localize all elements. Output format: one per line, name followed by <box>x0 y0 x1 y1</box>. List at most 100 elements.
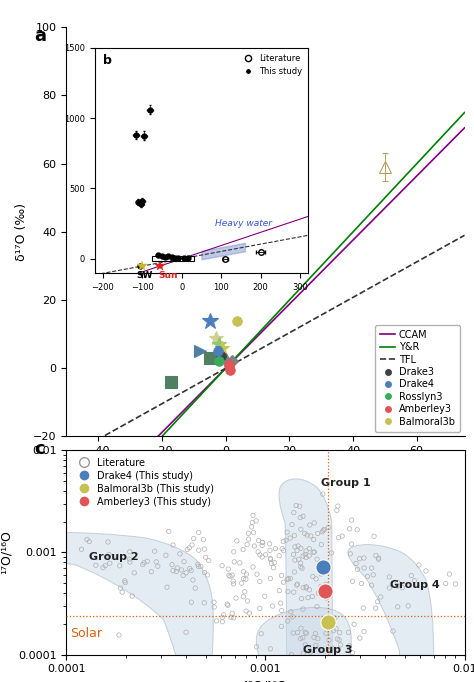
Point <box>154 561 162 572</box>
Point <box>205 555 212 566</box>
Point <box>220 609 228 620</box>
Point <box>301 528 309 539</box>
Point <box>168 559 176 570</box>
Point <box>346 548 354 559</box>
Point <box>280 536 287 547</box>
Point <box>85 536 93 547</box>
Point <box>354 564 361 575</box>
Point <box>394 577 401 588</box>
Point <box>284 616 292 627</box>
Point <box>246 608 253 619</box>
Point <box>298 563 306 574</box>
Point <box>310 632 318 643</box>
Point <box>230 546 237 557</box>
Point <box>372 550 380 561</box>
Point <box>319 527 326 537</box>
Point <box>188 539 196 550</box>
Point <box>394 580 401 591</box>
Point <box>105 549 113 560</box>
Point <box>302 546 310 557</box>
Point <box>147 566 155 577</box>
Point <box>232 593 240 604</box>
Text: Heavy water: Heavy water <box>215 220 272 228</box>
Point <box>297 558 304 569</box>
Point <box>197 561 205 572</box>
Point <box>322 579 330 590</box>
Point <box>291 542 299 552</box>
Point <box>240 573 247 584</box>
Point <box>321 563 328 574</box>
Point <box>335 532 342 543</box>
Point <box>307 531 315 542</box>
Point <box>334 501 342 512</box>
Point <box>294 579 301 590</box>
Point <box>313 554 321 565</box>
Point <box>178 565 185 576</box>
Point <box>399 582 406 593</box>
Point <box>165 526 173 537</box>
Point <box>151 546 158 557</box>
Point <box>299 604 307 614</box>
Point <box>201 544 208 554</box>
Point <box>249 561 257 572</box>
Point <box>169 565 177 576</box>
Point <box>304 592 312 603</box>
Point <box>334 634 341 644</box>
Point <box>415 559 423 570</box>
Point <box>190 533 198 544</box>
Point <box>252 516 260 527</box>
Point <box>364 571 371 582</box>
Point <box>245 528 252 539</box>
Point <box>298 593 305 604</box>
Point <box>225 563 232 574</box>
Point <box>302 581 310 592</box>
Point <box>266 643 274 654</box>
Point <box>332 623 340 634</box>
Point <box>195 561 202 572</box>
Point <box>188 597 195 608</box>
Point <box>352 558 360 569</box>
Point <box>191 582 199 593</box>
Point <box>318 569 325 580</box>
Point <box>315 559 322 570</box>
Point <box>299 632 307 643</box>
Point <box>300 648 307 659</box>
Point <box>180 557 188 567</box>
Point <box>218 560 226 571</box>
Point <box>310 546 318 557</box>
Text: b: b <box>103 55 112 68</box>
Point <box>337 640 344 651</box>
Point <box>258 552 266 563</box>
Point <box>213 615 220 626</box>
Point <box>319 489 327 500</box>
Point <box>280 577 287 588</box>
Point <box>182 627 190 638</box>
Point <box>359 603 367 614</box>
Point <box>223 599 231 610</box>
Point <box>297 623 305 634</box>
Point <box>259 537 266 548</box>
Point <box>322 593 330 604</box>
Point <box>283 527 291 537</box>
Point <box>224 600 232 611</box>
Bar <box>152 256 193 261</box>
Point <box>356 633 364 644</box>
Point <box>325 522 332 533</box>
Point <box>310 518 318 529</box>
Point <box>245 534 253 545</box>
Point <box>360 563 368 574</box>
Point <box>228 608 236 619</box>
Point <box>368 580 375 591</box>
Point <box>275 550 283 561</box>
Point <box>452 578 459 589</box>
Point <box>261 591 269 602</box>
Point <box>278 605 285 616</box>
Point <box>257 628 265 639</box>
Point <box>310 534 318 545</box>
Point <box>287 573 294 584</box>
Point <box>186 563 193 574</box>
Point <box>422 565 430 576</box>
Point <box>163 582 171 593</box>
Point <box>266 553 274 564</box>
Point <box>347 539 355 550</box>
